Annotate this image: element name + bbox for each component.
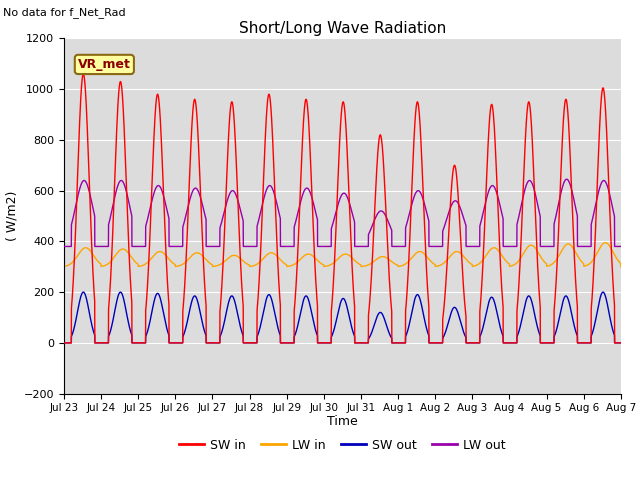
Title: Short/Long Wave Radiation: Short/Long Wave Radiation: [239, 21, 446, 36]
Y-axis label: ( W/m2): ( W/m2): [5, 191, 18, 241]
Text: VR_met: VR_met: [78, 58, 131, 71]
X-axis label: Time: Time: [327, 415, 358, 428]
Legend: SW in, LW in, SW out, LW out: SW in, LW in, SW out, LW out: [174, 433, 511, 456]
Text: No data for f_Net_Rad: No data for f_Net_Rad: [3, 7, 126, 18]
